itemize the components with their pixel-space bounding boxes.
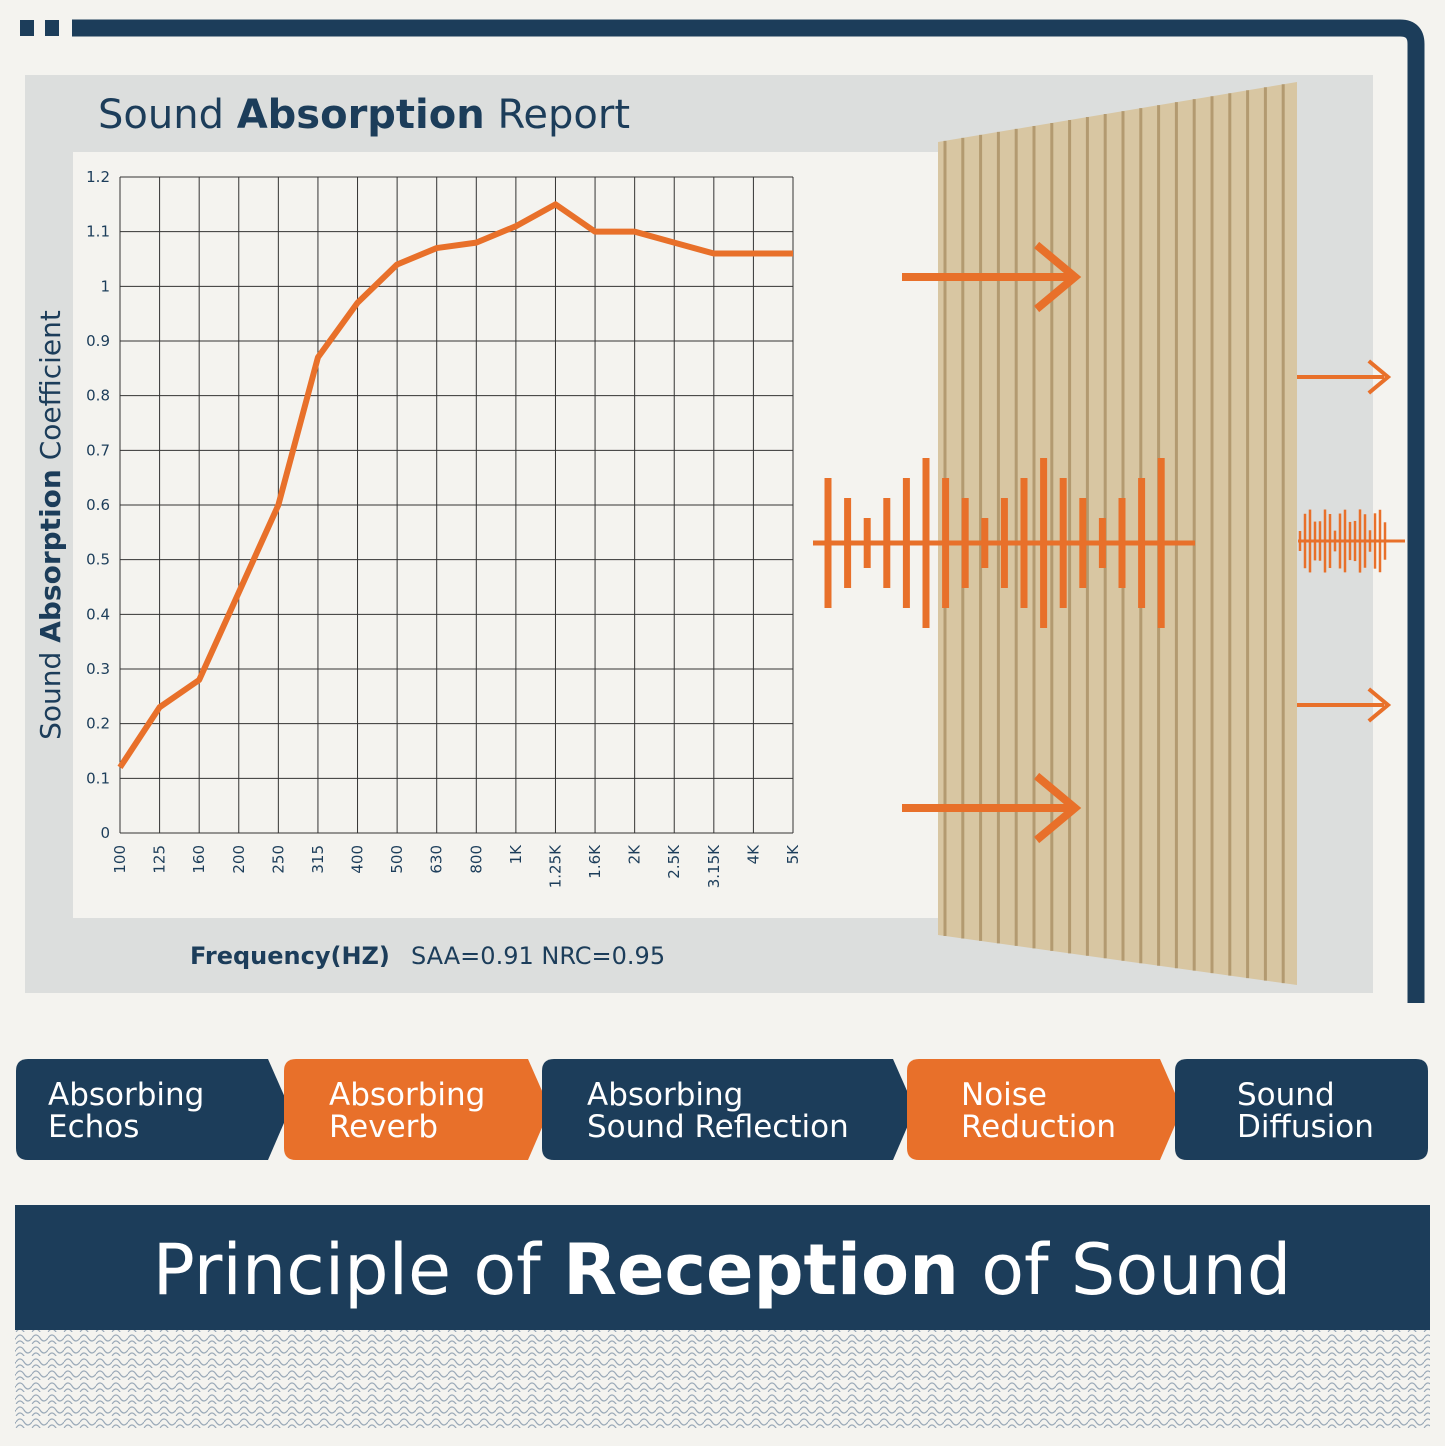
feature-label: Sound bbox=[1237, 1077, 1335, 1113]
data-line bbox=[117, 201, 793, 770]
feature-label: Absorbing bbox=[48, 1077, 204, 1113]
x-tick-label: 2.5K bbox=[665, 844, 683, 879]
frame-dot bbox=[45, 20, 59, 36]
chart-title: Sound Absorption Report bbox=[98, 92, 630, 138]
panel-face bbox=[938, 82, 1297, 985]
feature-box bbox=[1175, 1059, 1428, 1160]
arrow-head bbox=[1034, 241, 1082, 313]
label-part: Absorption bbox=[34, 469, 67, 643]
title-part: Absorption bbox=[237, 92, 485, 138]
feature-label: Absorbing bbox=[587, 1077, 743, 1113]
feature-label: Echos bbox=[48, 1109, 139, 1145]
x-tick-label: 250 bbox=[269, 845, 287, 874]
label-part: Sound bbox=[34, 652, 67, 740]
feature-box bbox=[907, 1059, 1182, 1160]
plot-panel bbox=[73, 152, 943, 918]
x-tick-label: 4K bbox=[744, 844, 762, 865]
title-part: Sound bbox=[98, 92, 224, 138]
banner-text: Principle of Reception of Sound bbox=[153, 1229, 1292, 1311]
y-tick-label: 1.1 bbox=[86, 223, 110, 241]
y-tick-label: 0.5 bbox=[86, 551, 110, 569]
x-tick-label: 125 bbox=[151, 845, 169, 874]
y-tick-label: 0.4 bbox=[86, 605, 110, 623]
arrow-head bbox=[1367, 359, 1392, 395]
features: AbsorbingEchosAbsorbingReverbAbsorbingSo… bbox=[16, 1059, 1428, 1160]
x-tick-label: 2K bbox=[626, 844, 644, 865]
x-tick-label: 1K bbox=[507, 844, 525, 865]
annotation: SAA=0.91 NRC=0.95 bbox=[411, 942, 665, 970]
y-tick-label: 0.2 bbox=[86, 715, 110, 733]
x-tick-label: 100 bbox=[111, 845, 129, 874]
feature-label: Sound Reflection bbox=[587, 1109, 849, 1145]
plot: 0 0.1 0.2 0.3 0.4 0.5 0.6 0.7 0.8 0.9 1 1.1 1.2 100 12… bbox=[86, 168, 802, 888]
feature-label: Reduction bbox=[961, 1109, 1116, 1145]
x-tick-label: 800 bbox=[467, 845, 485, 874]
x-tick-label: 1.25K bbox=[546, 844, 564, 888]
banner-part: Principle of bbox=[153, 1229, 543, 1311]
title-part: Report bbox=[497, 92, 630, 138]
x-tick-label: 160 bbox=[190, 845, 208, 874]
feature-label: Absorbing bbox=[329, 1077, 485, 1113]
x-tick-label: 500 bbox=[388, 845, 406, 874]
x-tick-label: 200 bbox=[230, 845, 248, 874]
feature-box bbox=[284, 1059, 550, 1160]
y-tick-label: 0.9 bbox=[86, 332, 110, 350]
slat-panel bbox=[813, 82, 1405, 985]
feature-box bbox=[542, 1059, 915, 1160]
x-tick-label: 1.6K bbox=[586, 844, 604, 879]
y-tick-label: 0.6 bbox=[86, 496, 110, 514]
y-tick-label: 1.2 bbox=[86, 168, 110, 186]
y-tick-label: 0.8 bbox=[86, 387, 110, 405]
frame bbox=[72, 19, 1425, 1003]
x-tick-label: 3.15K bbox=[705, 844, 723, 888]
x-axis-label: Frequency(HZ) bbox=[190, 942, 390, 970]
label-part: Coefficient bbox=[34, 310, 67, 460]
arrow-head bbox=[1034, 772, 1082, 844]
x-tick-label: 630 bbox=[428, 845, 446, 874]
y-tick-label: 0 bbox=[100, 824, 110, 842]
x-tick-label: 400 bbox=[349, 845, 367, 874]
pattern bbox=[15, 1330, 1430, 1428]
y-tick-label: 0.3 bbox=[86, 660, 110, 678]
y-tick-label: 1 bbox=[100, 277, 110, 295]
x-tick-label: 5K bbox=[784, 844, 802, 865]
y-tick-label: 0.7 bbox=[86, 441, 110, 459]
y-tick-label: 0.1 bbox=[86, 769, 110, 787]
banner-part: of Sound bbox=[981, 1229, 1291, 1311]
arrow-head bbox=[1367, 687, 1392, 723]
feature-label: Diffusion bbox=[1237, 1109, 1374, 1145]
feature-box bbox=[16, 1059, 290, 1160]
feature-label: Reverb bbox=[329, 1109, 438, 1145]
banner bbox=[15, 1205, 1430, 1330]
banner-part: Reception bbox=[563, 1229, 959, 1311]
feature-label: Noise bbox=[961, 1077, 1047, 1113]
frame-dot bbox=[20, 20, 34, 36]
x-tick-label: 315 bbox=[309, 845, 327, 874]
y-axis-label: Sound Absorption Coefficient bbox=[34, 310, 67, 740]
